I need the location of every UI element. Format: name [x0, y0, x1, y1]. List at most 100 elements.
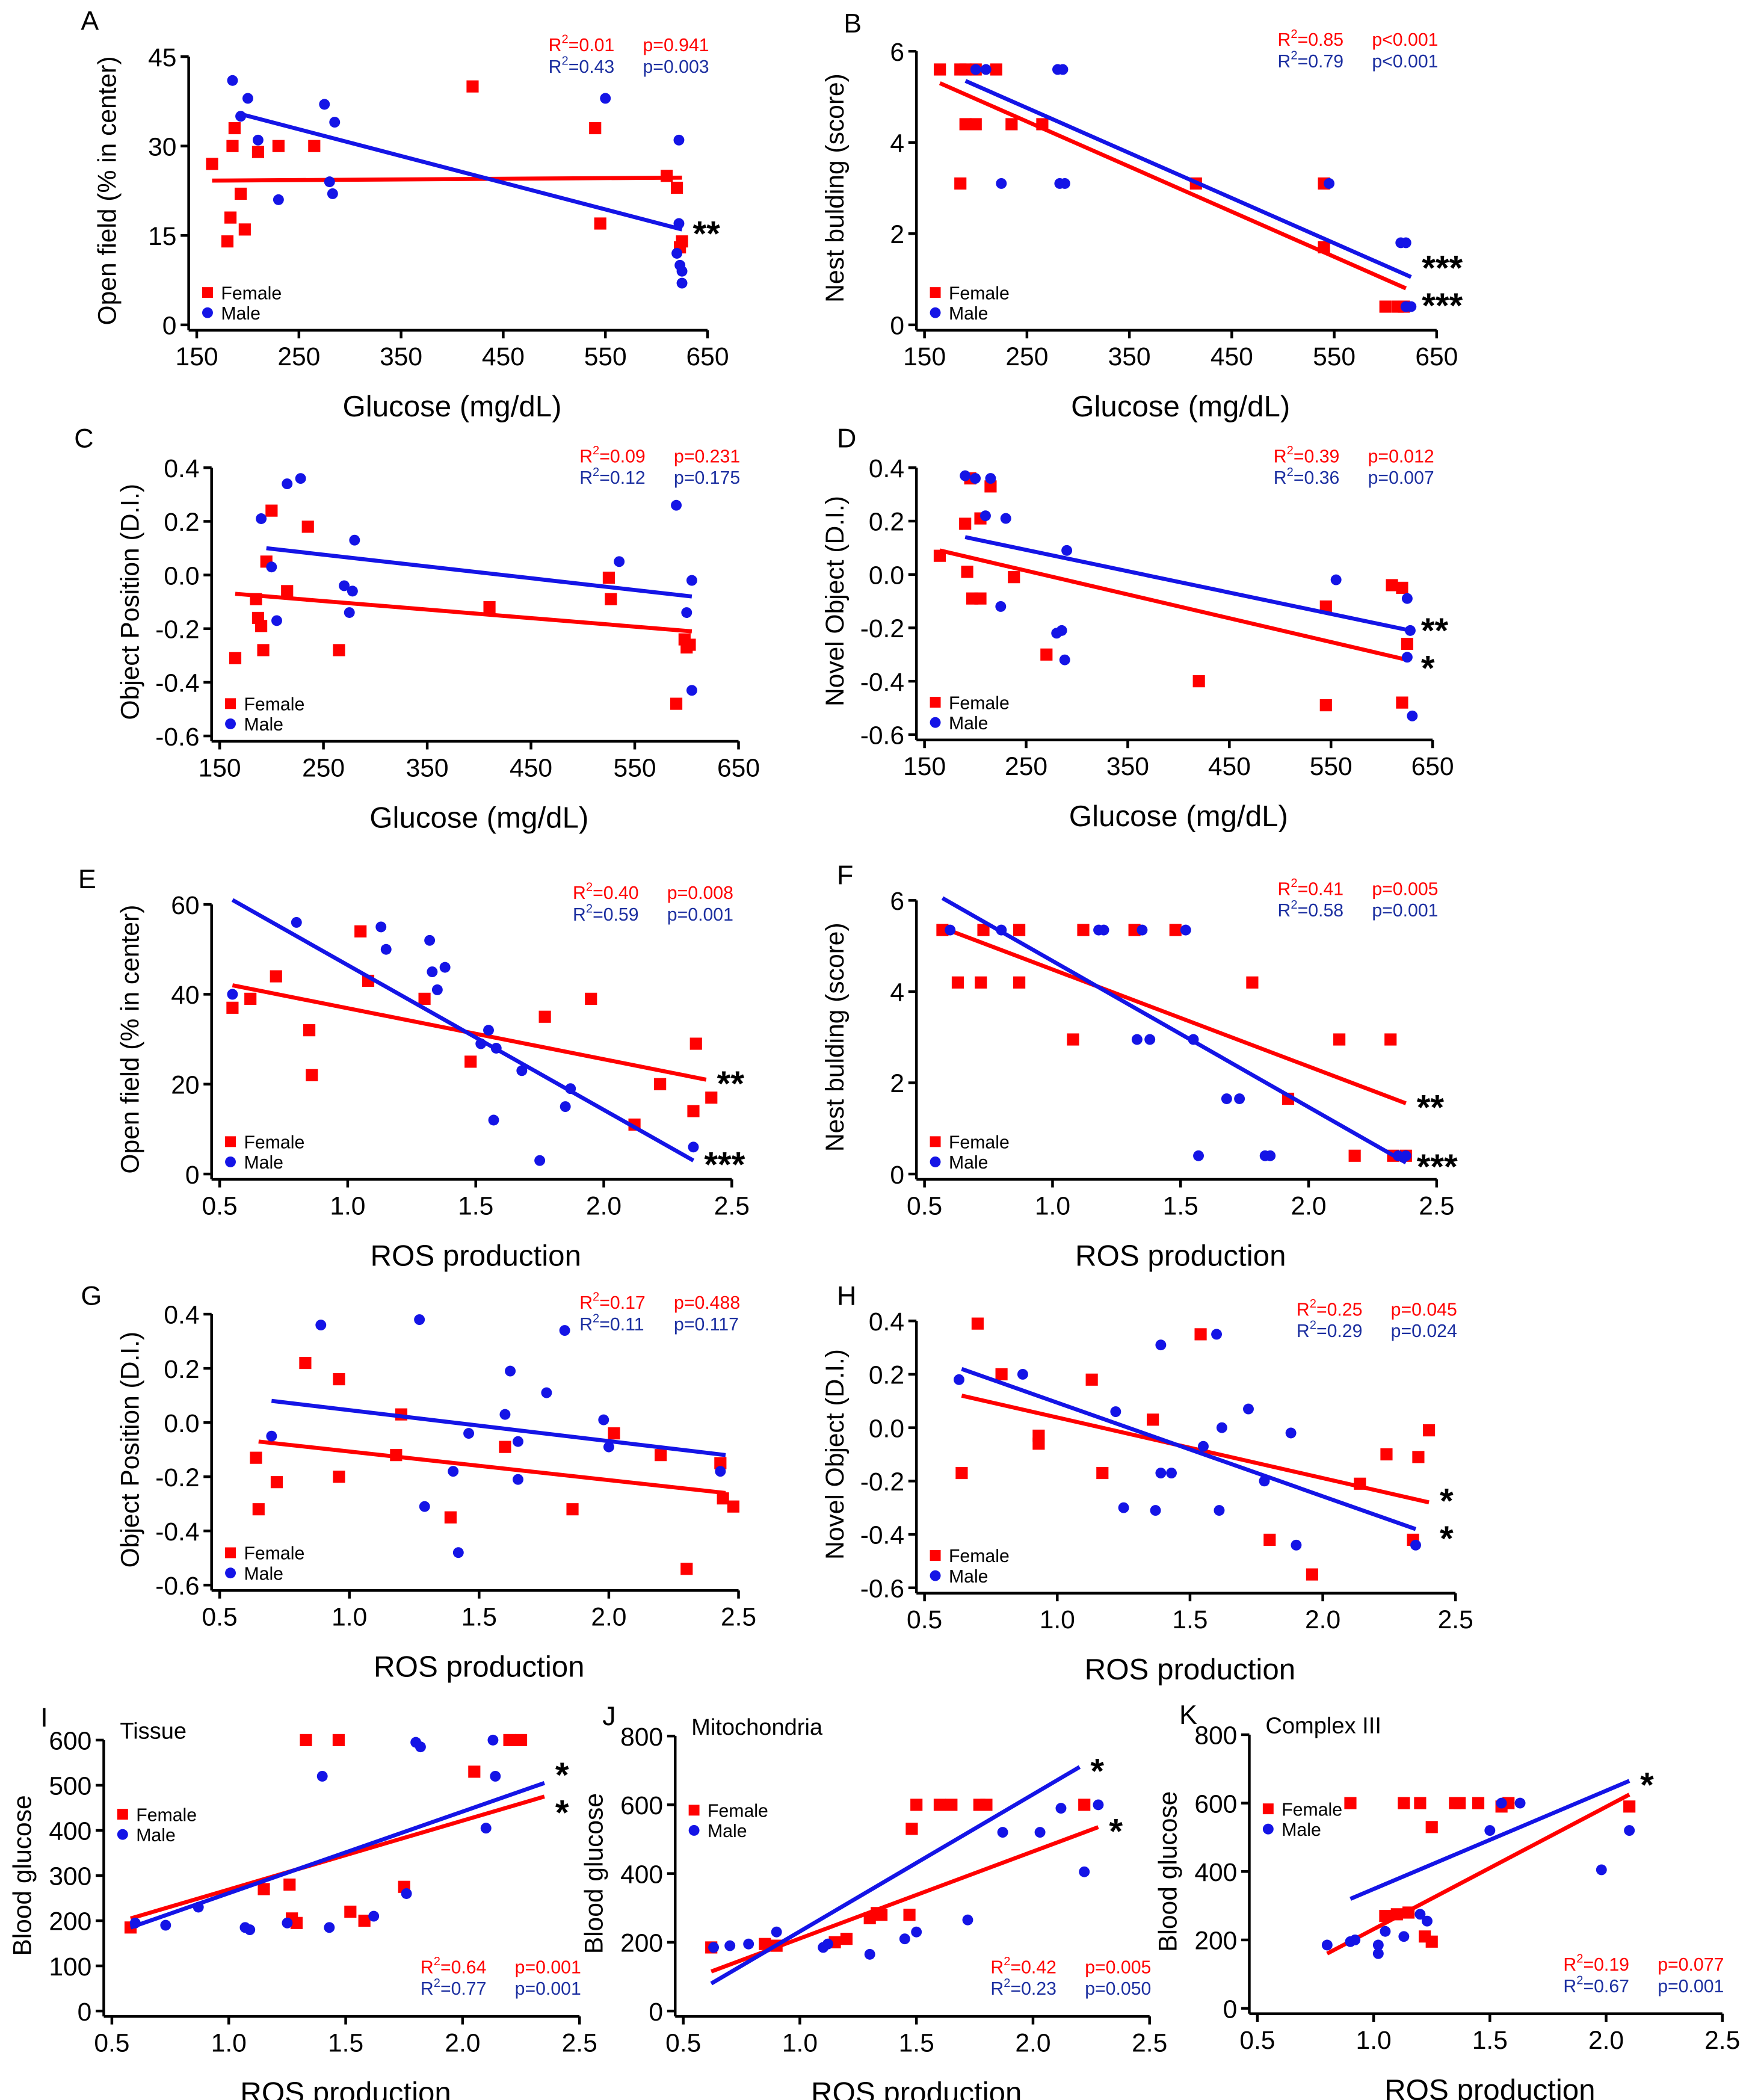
r2-label: R	[1278, 879, 1291, 899]
legend-male-marker	[1262, 1823, 1274, 1835]
significance-marker: *	[1440, 1482, 1454, 1521]
female-point	[961, 566, 973, 578]
male-point	[1234, 1093, 1245, 1104]
female-point	[514, 1734, 528, 1746]
male-fit-line	[961, 1367, 1417, 1531]
x-tick-label: 550	[584, 342, 627, 371]
female-point	[602, 572, 615, 584]
male-point	[1401, 652, 1413, 663]
legend-male-label: Male	[708, 1821, 747, 1841]
male-point	[676, 265, 688, 277]
r2-value: =0.58	[1298, 901, 1344, 921]
panel-K: 0.5 1.0 1.5 2.0 2.5 0 200 400 600 800 ROS producti…	[1154, 1700, 1741, 2100]
female-point	[1194, 1328, 1207, 1341]
y-axis-label: Novel Object (D.I.)	[821, 1349, 850, 1560]
male-point	[1400, 237, 1411, 249]
panel-letter: H	[837, 1280, 856, 1311]
male-point	[1110, 1406, 1121, 1417]
y-tick-label: -0.4	[155, 1518, 199, 1546]
male-point	[1407, 710, 1418, 721]
female-point	[358, 1914, 371, 1927]
r2-superscript: 2	[593, 1312, 599, 1325]
significance-marker: *	[1109, 1812, 1123, 1851]
stats-text: R2=0.64 p=0.001	[421, 1955, 581, 1977]
male-point	[970, 473, 981, 484]
male-point	[414, 1314, 425, 1326]
male-point	[960, 470, 971, 481]
female-point	[301, 520, 314, 533]
male-point	[1243, 1403, 1254, 1415]
panel-I: 0.5 1.0 1.5 2.0 2.5 0 100 200 300 400 500 600 ROS pr…	[8, 1702, 597, 2100]
x-axis-label: Glucose (mg/dL)	[342, 390, 561, 423]
female-point	[717, 1492, 729, 1505]
female-point	[538, 1010, 551, 1023]
male-point	[271, 615, 282, 626]
legend-female-label: Female	[221, 283, 282, 303]
significance-marker: *	[555, 1794, 569, 1833]
female-point	[1333, 1033, 1346, 1046]
panel-letter: J	[602, 1701, 615, 1731]
y-tick-label: 0.0	[164, 561, 199, 590]
female-point	[990, 63, 1002, 76]
significance-marker: *	[1421, 649, 1435, 688]
p-value: p=0.077	[1658, 1955, 1724, 1975]
female-point	[206, 158, 218, 170]
male-point	[997, 1827, 1008, 1838]
male-point	[1372, 1939, 1384, 1951]
male-point	[822, 1938, 833, 1950]
r2-value: =0.59	[593, 905, 639, 925]
x-tick-label: 450	[1211, 342, 1253, 371]
stats-text: R2=0.85 p<0.001	[1278, 28, 1439, 50]
female-point	[984, 480, 997, 493]
x-tick-label: 550	[1310, 752, 1353, 781]
male-point	[266, 1430, 277, 1442]
x-tick-label: 550	[1313, 342, 1356, 371]
female-point	[1379, 1910, 1392, 1922]
x-tick-label: 1.5	[1172, 1605, 1208, 1634]
male-point	[1624, 1825, 1635, 1836]
r2-superscript: 2	[434, 1977, 440, 1990]
stats-text: R2=0.59 p=0.001	[573, 903, 733, 925]
male-point	[244, 1924, 256, 1936]
male-point	[160, 1919, 171, 1931]
female-point	[1412, 1451, 1425, 1463]
p-value: p=0.001	[667, 905, 733, 925]
panel-letter: K	[1179, 1700, 1197, 1730]
x-axis-label: ROS production	[240, 2076, 451, 2100]
female-point	[905, 1823, 918, 1835]
male-point	[671, 499, 682, 511]
x-tick-label: 550	[614, 753, 656, 782]
male-point	[945, 924, 956, 936]
female-point	[566, 1503, 579, 1516]
p-value: p<0.001	[1372, 52, 1438, 72]
p-value: p=0.007	[1368, 468, 1434, 488]
x-tick-label: 1.5	[1472, 2026, 1508, 2055]
female-point	[1147, 1413, 1159, 1426]
x-axis-label: Glucose (mg/dL)	[1069, 800, 1288, 833]
legend-female-label: Female	[244, 1544, 304, 1564]
male-point	[534, 1155, 546, 1166]
male-point	[724, 1940, 736, 1951]
female-point	[468, 1765, 481, 1778]
male-point	[995, 601, 1007, 612]
x-axis-label: ROS production	[1384, 2074, 1596, 2100]
panel-letter: A	[81, 5, 99, 36]
female-point	[589, 122, 602, 135]
female-point	[974, 592, 987, 605]
male-point	[559, 1325, 570, 1336]
female-point	[687, 1105, 700, 1117]
x-tick-label: 650	[717, 753, 760, 782]
panel-letter: F	[837, 860, 853, 890]
male-point	[771, 1926, 782, 1938]
y-tick-label: 0	[162, 312, 177, 341]
male-point	[488, 1114, 499, 1126]
y-tick-label: 0.4	[164, 454, 199, 483]
female-point	[1348, 1149, 1361, 1162]
male-point	[603, 1441, 614, 1453]
male-point	[1398, 1931, 1410, 1942]
x-tick-label: 1.5	[899, 2028, 934, 2057]
y-tick-label: 0.2	[164, 508, 199, 537]
x-tick-label: 0.5	[665, 2028, 701, 2057]
panel-letter: I	[40, 1702, 48, 1732]
male-point	[344, 607, 355, 618]
